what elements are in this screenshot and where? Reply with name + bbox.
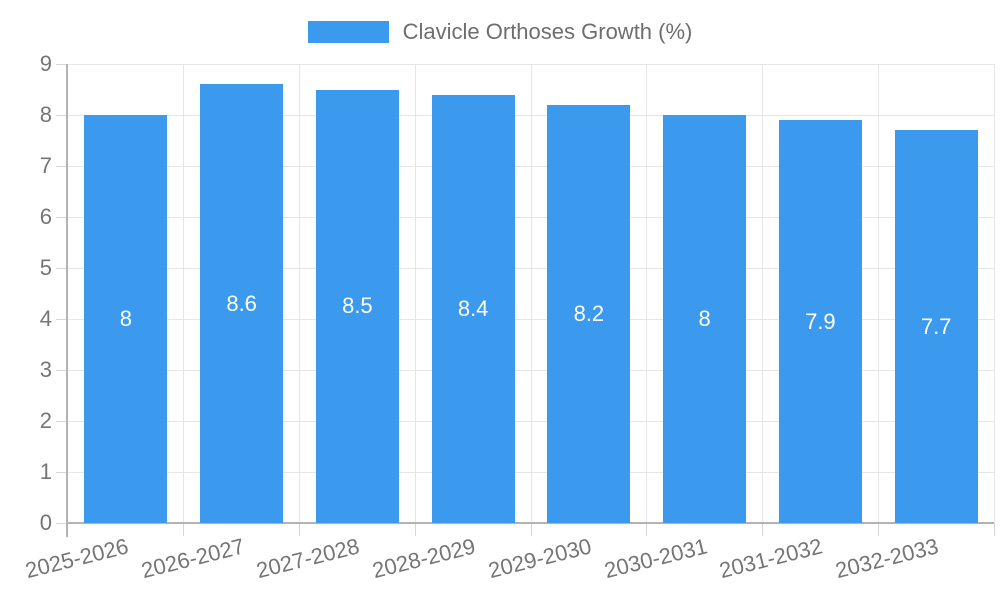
y-tick-mark [56,522,68,524]
bar-value-label: 8.4 [457,295,489,321]
y-tick-label: 5 [39,255,52,280]
y-tick-label: 2 [39,408,52,433]
y-tick-mark [56,471,68,473]
x-tick-mark [877,523,879,536]
y-tick-mark [56,114,68,116]
x-tick-mark [414,523,416,536]
legend-label: Clavicle Orthoses Growth (%) [402,19,693,44]
y-tick-label: 3 [39,357,52,382]
y-tick-mark [56,216,68,218]
bar-2028-2029[interactable] [431,94,515,523]
bar-value-label: 8.2 [573,300,605,326]
bar-value-label: 8 [698,306,711,331]
bar-value-label: 8.5 [342,293,373,319]
y-tick-mark [56,165,68,167]
v-gridline [877,64,879,523]
legend: Clavicle Orthoses Growth (%) [0,20,1000,44]
y-tick-label: 1 [39,459,52,484]
y-tick-label: 0 [39,510,52,535]
y-tick-label: 7 [39,153,52,178]
y-tick-label: 9 [39,51,52,76]
v-gridline [530,64,532,523]
legend-swatch [307,21,389,43]
v-gridline [646,64,648,523]
x-tick-mark [646,523,648,536]
bar-2026-2027[interactable] [200,84,284,523]
v-gridline [993,64,995,523]
bar-2032-2033[interactable] [894,130,978,523]
v-gridline [183,64,185,523]
bar-2030-2031[interactable] [663,115,747,523]
x-axis-baseline [66,522,994,524]
bar-value-label: 7.9 [805,308,836,334]
bar-value-label: 8.6 [226,290,257,316]
y-axis-line [66,64,68,537]
x-tick-mark [299,523,300,536]
bar-value-label: 7.7 [920,313,952,339]
bar-2029-2030[interactable] [547,104,631,523]
bar-2025-2026[interactable] [84,115,168,523]
y-tick-mark [56,420,68,422]
y-tick-label: 6 [39,204,52,229]
x-tick-mark [993,523,995,536]
v-gridline [414,64,416,523]
v-gridline [762,64,763,523]
y-tick-mark [56,63,68,65]
y-tick-label: 4 [39,306,52,331]
y-tick-label: 8 [39,102,52,127]
y-tick-mark [56,318,68,320]
v-gridline [299,64,300,523]
x-tick-mark [530,523,532,536]
x-tick-mark [183,523,185,536]
y-tick-mark [56,267,68,269]
bar-2031-2032[interactable] [778,120,862,523]
bar-2027-2028[interactable] [315,89,399,523]
x-tick-mark [762,523,763,536]
y-tick-mark [56,369,68,371]
bar-value-label: 8 [119,306,132,331]
legend-item[interactable]: Clavicle Orthoses Growth (%) [307,19,693,44]
